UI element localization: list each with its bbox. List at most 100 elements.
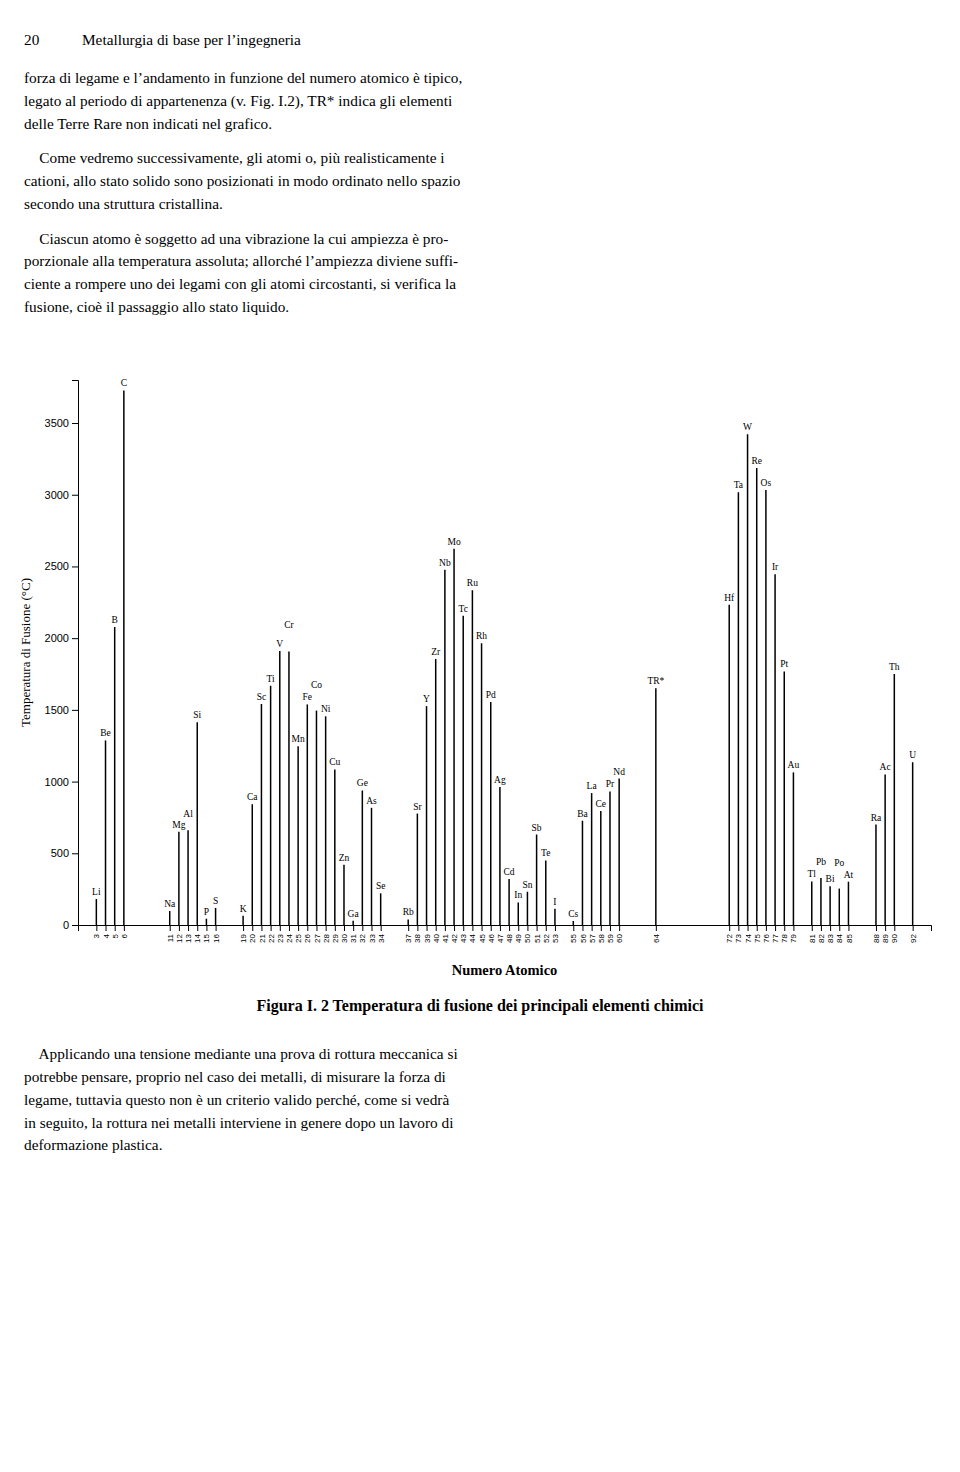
y-tick-mark [72, 925, 78, 926]
x-tick-label: 73 [734, 933, 743, 942]
bar [756, 468, 758, 925]
x-tick: 40 [432, 925, 441, 943]
x-tick-label: 25 [294, 933, 303, 942]
bar [297, 746, 299, 925]
bar [875, 825, 877, 925]
element-label: S [213, 896, 218, 906]
y-axis-line [72, 381, 79, 926]
x-tick: 28 [322, 925, 331, 943]
x-tick: 42 [450, 925, 459, 943]
x-tick-mark [372, 925, 373, 931]
x-tick-label: 22 [267, 933, 276, 942]
x-tick: 55 [569, 925, 578, 943]
bar [96, 899, 98, 925]
bar [545, 860, 547, 925]
element-label: TR* [647, 676, 664, 686]
x-tick: 89 [881, 925, 890, 943]
x-tick-label: 38 [413, 933, 422, 942]
x-tick-label: 57 [588, 933, 597, 942]
x-tick: 60 [615, 925, 624, 943]
x-tick-mark [482, 925, 483, 931]
x-tick-mark [216, 925, 217, 931]
element-label: Cs [568, 909, 578, 919]
element-label: Po [834, 858, 844, 868]
x-tick: 44 [468, 925, 477, 943]
y-tick-mark [72, 638, 78, 639]
x-tick: 23 [276, 925, 285, 943]
bar [169, 911, 171, 925]
element-label: Pd [486, 690, 496, 700]
x-tick: 51 [533, 925, 542, 943]
paragraph-line: delle Terre Rare non indicati nel grafic… [24, 115, 272, 132]
x-tick-mark [188, 925, 189, 931]
x-tick-mark [738, 925, 739, 931]
x-tick-mark [766, 925, 767, 931]
paragraph-line: fusione, cioè il passaggio allo stato li… [24, 298, 289, 315]
x-tick: 12 [175, 925, 184, 943]
bar [774, 574, 776, 925]
element-label: At [844, 870, 854, 880]
paragraph-line: legame, tuttavia questo non è un criteri… [24, 1091, 449, 1108]
bar [481, 643, 483, 925]
x-tick-mark [573, 925, 574, 931]
element-label: Tc [459, 604, 468, 614]
x-tick: 4 [102, 925, 111, 938]
x-tick-label: 46 [487, 933, 496, 942]
x-tick-mark [582, 925, 583, 931]
x-tick-mark [261, 925, 262, 931]
x-tick-mark [812, 925, 813, 931]
paragraph-line: porzionale alla temperatura assoluta; al… [24, 252, 458, 269]
y-tick-label: 3500 [45, 417, 69, 429]
element-label: Os [761, 478, 772, 488]
element-label: Ra [871, 813, 882, 823]
element-label: Mg [172, 820, 185, 830]
x-tick: 32 [358, 925, 367, 943]
x-tick-mark [344, 925, 345, 931]
y-tick-label: 0 [63, 919, 69, 931]
element-label: K [240, 904, 247, 914]
element-label: Re [751, 456, 762, 466]
x-tick-label: 26 [303, 933, 312, 942]
y-tick: 1500 [45, 704, 78, 716]
x-tick-label: 64 [652, 933, 661, 942]
x-tick-mark [913, 925, 914, 931]
x-tick: 15 [202, 925, 211, 943]
x-tick-label: 74 [744, 933, 753, 942]
x-tick-label: 24 [285, 933, 294, 942]
x-tick: 79 [789, 925, 798, 943]
x-tick: 30 [340, 925, 349, 943]
x-tick-label: 21 [258, 933, 267, 942]
x-tick-mark [316, 925, 317, 931]
x-tick-label: 89 [881, 933, 890, 942]
x-tick: 33 [368, 925, 377, 943]
paragraph-line: in seguito, la rottura nei metalli inter… [24, 1114, 453, 1131]
x-tick-mark [885, 925, 886, 931]
element-label: Zn [339, 853, 350, 863]
y-tick: 1000 [45, 776, 78, 788]
x-tick-mark [656, 925, 657, 931]
x-tick-label: 3 [92, 933, 101, 938]
element-label: Mn [292, 734, 305, 744]
element-label: Fe [303, 692, 313, 702]
x-tick: 76 [762, 925, 771, 943]
x-tick-mark [821, 925, 822, 931]
x-tick-label: 12 [175, 933, 184, 942]
bar [490, 702, 492, 925]
x-tick-mark [555, 925, 556, 931]
x-tick-label: 47 [496, 933, 505, 942]
y-tick-label: 1000 [45, 776, 69, 788]
x-tick-mark [491, 925, 492, 931]
x-tick: 37 [404, 925, 413, 943]
x-tick-mark [527, 925, 528, 931]
x-tick-mark [729, 925, 730, 931]
element-label: Sc [257, 692, 267, 702]
x-tick: 52 [542, 925, 551, 943]
bar [462, 616, 464, 925]
bar [820, 878, 822, 925]
bar [518, 902, 520, 925]
x-tick: 83 [826, 925, 835, 943]
x-tick-label: 78 [780, 933, 789, 942]
x-tick: 24 [285, 925, 294, 943]
x-tick-label: 75 [753, 933, 762, 942]
x-tick-mark [518, 925, 519, 931]
